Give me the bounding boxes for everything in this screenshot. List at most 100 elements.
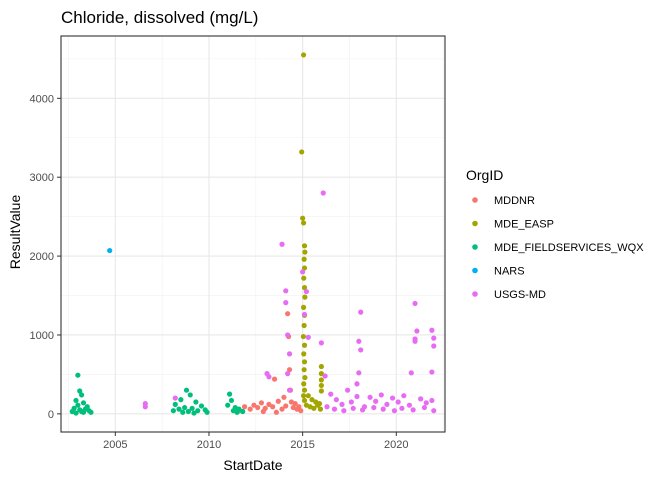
legend-label-mde-fieldservices-wqx: MDE_FIELDSERVICES_WQX	[494, 242, 644, 254]
legend-key-nars	[472, 267, 478, 274]
point-usgs-md	[391, 408, 398, 414]
point-usgs-md	[389, 395, 396, 401]
legend-key-usgs-md	[472, 291, 478, 297]
plot-panel	[61, 36, 445, 432]
point-mde-fieldservices-wqx	[204, 409, 210, 415]
panel-border	[60, 35, 446, 433]
legend-key-mddnr	[472, 197, 478, 203]
point-usgs-md	[322, 373, 328, 379]
point-usgs-md	[285, 332, 291, 338]
point-mde-easp	[300, 304, 307, 310]
point-mddnr	[298, 408, 304, 414]
point-mde-easp	[315, 402, 321, 408]
point-mddnr	[260, 408, 266, 415]
point-mde-fieldservices-wqx	[172, 401, 178, 407]
point-mddnr	[255, 404, 261, 411]
chart-title: Chloride, dissolved (mg/L)	[61, 8, 258, 27]
y-axis-title: ResultValue	[7, 195, 23, 270]
x-tick-label: 2020	[384, 439, 408, 451]
point-usgs-md	[412, 300, 418, 307]
point-mde-easp	[301, 243, 308, 249]
point-mde-fieldservices-wqx	[185, 408, 191, 415]
point-mddnr	[271, 376, 278, 382]
point-mde-fieldservices-wqx	[178, 397, 184, 403]
point-usgs-md	[358, 347, 364, 353]
point-usgs-md	[283, 300, 289, 306]
point-mddnr	[283, 403, 289, 409]
point-mde-easp	[301, 397, 308, 404]
point-mddnr	[286, 367, 293, 373]
point-mde-easp	[301, 359, 308, 365]
legend: OrgID MDDNR MDE_EASP MDE_FIELDSERVICES_WQX…	[466, 167, 644, 301]
point-usgs-md	[286, 387, 293, 393]
point-usgs-md	[305, 334, 311, 340]
point-usgs-md	[303, 288, 309, 295]
point-mddnr	[241, 404, 248, 410]
point-usgs-md	[406, 402, 413, 408]
point-mde-fieldservices-wqx	[176, 406, 182, 412]
legend-label-mde-easp: MDE_EASP	[494, 219, 554, 231]
point-mde-fieldservices-wqx	[183, 387, 190, 393]
y-tick-label: 1000	[30, 330, 54, 342]
point-mde-fieldservices-wqx	[226, 391, 233, 397]
point-mddnr	[279, 406, 285, 412]
point-usgs-md	[412, 338, 418, 344]
point-mde-easp	[309, 397, 315, 403]
point-usgs-md	[359, 407, 366, 413]
point-mde-easp	[301, 367, 307, 373]
point-usgs-md	[354, 381, 360, 387]
point-mde-easp	[305, 393, 311, 399]
point-mde-fieldservices-wqx	[73, 397, 79, 404]
point-mde-easp	[301, 387, 308, 393]
point-mde-fieldservices-wqx	[88, 409, 94, 415]
point-usgs-md	[410, 407, 416, 413]
point-mde-easp	[301, 265, 308, 271]
point-mde-easp	[318, 377, 324, 383]
point-usgs-md	[348, 399, 354, 405]
point-usgs-md	[380, 406, 386, 412]
point-usgs-md	[350, 405, 356, 411]
y-tick-label: 4000	[30, 93, 54, 105]
point-mde-fieldservices-wqx	[182, 404, 188, 411]
legend-items: MDDNR MDE_EASP MDE_FIELDSERVICES_WQX NARS US…	[472, 195, 644, 301]
point-mde-fieldservices-wqx	[234, 409, 240, 415]
point-usgs-md	[431, 343, 437, 349]
point-mde-easp	[301, 342, 308, 348]
legend-key-mde-easp	[472, 220, 478, 227]
point-usgs-md	[339, 401, 345, 407]
point-usgs-md	[333, 397, 339, 403]
point-mddnr	[270, 404, 276, 410]
point-mde-easp	[300, 333, 306, 340]
point-mde-fieldservices-wqx	[77, 388, 83, 394]
point-mde-fieldservices-wqx	[228, 397, 235, 404]
y-tick-label: 3000	[30, 172, 54, 184]
point-nars	[107, 247, 113, 254]
point-mde-easp	[301, 256, 307, 262]
x-axis-ticks: 2005 2010 2015 2020	[103, 432, 409, 451]
point-mde-easp	[300, 52, 307, 58]
point-usgs-md	[423, 400, 429, 406]
point-mde-easp	[318, 388, 324, 394]
point-usgs-md	[279, 241, 285, 247]
point-mde-fieldservices-wqx	[80, 409, 87, 415]
point-usgs-md	[421, 404, 427, 411]
point-usgs-md	[354, 393, 360, 400]
point-mde-easp	[300, 220, 307, 226]
point-usgs-md	[395, 399, 401, 405]
point-usgs-md	[408, 370, 414, 376]
point-usgs-md	[266, 374, 272, 380]
point-mddnr	[258, 400, 265, 406]
legend-title: OrgID	[466, 167, 503, 183]
point-mde-easp	[299, 149, 305, 155]
point-usgs-md	[356, 338, 362, 344]
point-mde-fieldservices-wqx	[79, 392, 85, 398]
point-mde-easp	[300, 215, 306, 221]
point-mddnr	[281, 394, 287, 400]
point-mde-fieldservices-wqx	[193, 399, 199, 405]
point-usgs-md	[414, 328, 420, 334]
point-mde-easp	[301, 351, 307, 357]
legend-label-nars: NARS	[494, 266, 525, 278]
point-usgs-md	[384, 401, 390, 407]
point-usgs-md	[301, 311, 308, 318]
